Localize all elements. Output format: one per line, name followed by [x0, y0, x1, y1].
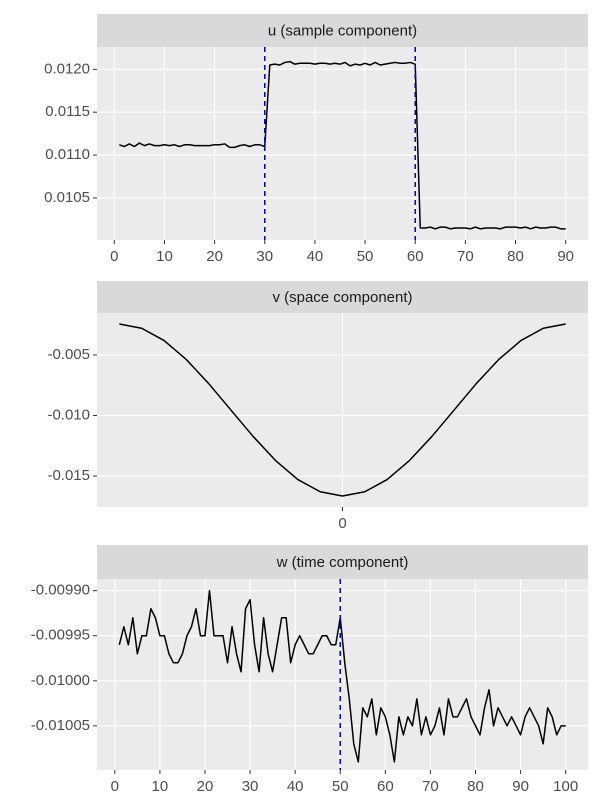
panel-background [97, 579, 588, 770]
panel-title: w (time component) [276, 554, 409, 571]
x-tick-label: 30 [242, 778, 259, 795]
x-tick-label: 90 [512, 778, 529, 795]
x-tick-label: 30 [256, 248, 273, 265]
data-line [119, 60, 566, 230]
y-tick-label: 0.0115 [45, 103, 90, 120]
y-tick-label: -0.00990 [31, 582, 90, 599]
y-tick-label: -0.01005 [31, 717, 90, 734]
data-line [119, 323, 566, 497]
x-tick-label: 0 [338, 515, 346, 532]
panel-title: u (sample component) [268, 22, 417, 39]
x-tick-label: 70 [422, 778, 439, 795]
x-tick-label: 50 [332, 778, 349, 795]
strip [97, 14, 588, 47]
x-tick-label: 40 [287, 778, 304, 795]
x-tick-label: 60 [407, 248, 424, 265]
y-tick-label: 0.0110 [45, 146, 90, 163]
y-tick-label: -0.00995 [31, 627, 90, 644]
x-tick-label: 40 [307, 248, 324, 265]
y-tick-label: -0.01000 [31, 672, 90, 689]
y-tick-label: -0.015 [47, 467, 90, 484]
x-tick-label: 20 [206, 248, 223, 265]
strip [97, 545, 588, 579]
data-line [118, 589, 566, 763]
x-tick-label: 10 [152, 778, 169, 795]
y-tick-label: 0.0120 [44, 60, 90, 77]
x-tick-label: 70 [457, 248, 474, 265]
x-tick-label: 50 [357, 248, 374, 265]
x-tick-label: 0 [110, 248, 118, 265]
panel-title: v (space component) [272, 289, 412, 306]
y-tick-label: -0.005 [47, 346, 90, 363]
x-tick-label: 20 [197, 778, 214, 795]
x-tick-label: 90 [557, 248, 574, 265]
panel-background [97, 47, 588, 240]
x-tick-label: 60 [377, 778, 394, 795]
x-tick-label: 80 [467, 778, 484, 795]
x-tick-label: 10 [156, 248, 173, 265]
x-tick-label: 100 [553, 778, 578, 795]
x-tick-label: 80 [507, 248, 524, 265]
y-tick-label: 0.0105 [44, 189, 90, 206]
x-tick-label: 0 [111, 778, 119, 795]
y-tick-label: -0.010 [47, 406, 90, 423]
strip [97, 281, 588, 313]
